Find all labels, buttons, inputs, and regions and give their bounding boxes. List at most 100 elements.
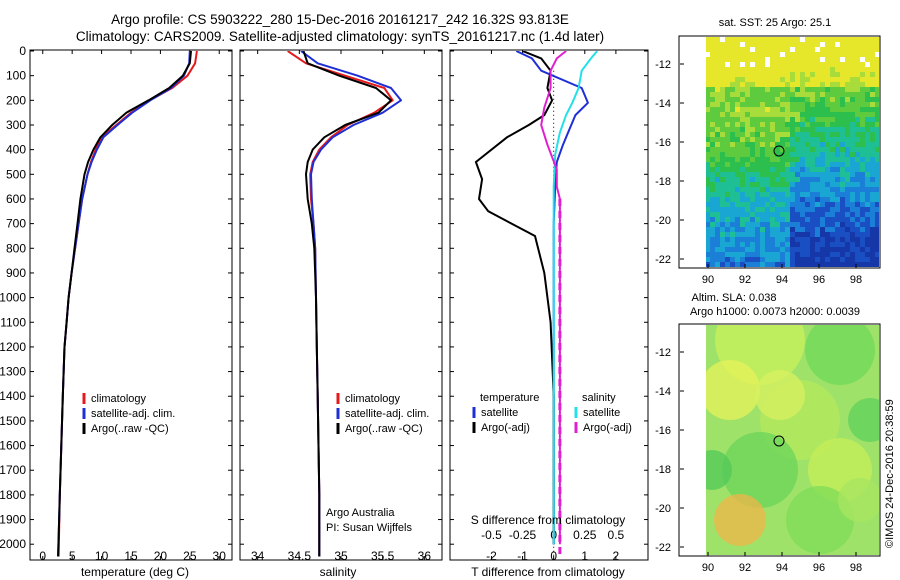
sst-pixel: [875, 167, 879, 172]
sst-pixel: [785, 242, 790, 247]
sst-pixel: [730, 252, 735, 257]
sst-pixel: [795, 107, 800, 112]
sst-pixel: [860, 152, 865, 157]
sst-pixel: [840, 57, 845, 62]
sst-pixel: [730, 242, 735, 247]
sst-pixel: [735, 112, 740, 117]
sst-pixel: [825, 72, 830, 77]
sst-pixel: [750, 157, 755, 162]
sst-pixel: [840, 102, 845, 107]
sst-pixel: [705, 112, 710, 117]
sst-pixel: [835, 117, 840, 122]
difference-legend-label: satellite: [481, 407, 518, 419]
sst-pixel: [870, 77, 875, 82]
sst-pixel: [810, 67, 815, 72]
sst-pixel: [795, 117, 800, 122]
sst-pixel: [740, 67, 745, 72]
sst-pixel: [765, 97, 770, 102]
sst-pixel: [850, 62, 855, 67]
sst-pixel: [730, 57, 735, 62]
sst-pixel: [810, 162, 815, 167]
sst-pixel: [835, 217, 840, 222]
sst-pixel: [850, 117, 855, 122]
sst-pixel: [845, 47, 850, 52]
sst-pixel: [740, 72, 745, 77]
sst-pixel: [720, 157, 725, 162]
sst-pixel: [815, 122, 820, 127]
sst-pixel: [720, 57, 725, 62]
sst-pixel: [865, 62, 870, 67]
sst-pixel: [805, 87, 810, 92]
sst-pixel: [865, 152, 870, 157]
sst-pixel: [870, 207, 875, 212]
sst-pixel: [790, 247, 795, 252]
sst-pixel: [705, 37, 710, 42]
sst-pixel: [740, 102, 745, 107]
sst-pixel: [805, 82, 810, 87]
sst-pixel: [745, 97, 750, 102]
sst-pixel: [745, 77, 750, 82]
sst-pixel: [800, 157, 805, 162]
sst-pixel: [765, 47, 770, 52]
sst-pixel: [795, 152, 800, 157]
sst-pixel: [755, 137, 760, 142]
sst-pixel: [835, 182, 840, 187]
sst-pixel: [820, 127, 825, 132]
sst-pixel: [780, 62, 785, 67]
sst-pixel: [765, 247, 770, 252]
sst-pixel: [850, 107, 855, 112]
sst-pixel: [765, 182, 770, 187]
sla-anomaly-blob: [722, 432, 798, 508]
sst-pixel: [815, 77, 820, 82]
sst-pixel: [795, 182, 800, 187]
sst-pixel: [860, 57, 865, 62]
sst-pixel: [740, 222, 745, 227]
sst-pixel: [730, 167, 735, 172]
sst-pixel: [775, 137, 780, 142]
sst-pixel: [785, 67, 790, 72]
sst-pixel: [705, 82, 710, 87]
sst-pixel: [800, 177, 805, 182]
difference-t-tick-label: -2: [486, 549, 497, 563]
sst-pixel: [740, 107, 745, 112]
sst-pixel: [785, 137, 790, 142]
sst-pixel: [860, 127, 865, 132]
sst-pixel: [830, 142, 835, 147]
sst-pixel: [800, 127, 805, 132]
sst-pixel: [730, 237, 735, 242]
sst-pixel: [835, 47, 840, 52]
sst-pixel: [755, 212, 760, 217]
sst-pixel: [750, 97, 755, 102]
sst-pixel: [715, 192, 720, 197]
sst-pixel: [850, 52, 855, 57]
sst-pixel: [835, 142, 840, 147]
sst-pixel: [875, 47, 879, 52]
sst-pixel: [720, 242, 725, 247]
sst-pixel: [780, 177, 785, 182]
sst-pixel: [715, 152, 720, 157]
sst-pixel: [755, 42, 760, 47]
sst-pixel: [875, 137, 879, 142]
sst-pixel: [795, 247, 800, 252]
sst-pixel: [740, 147, 745, 152]
sst-pixel: [730, 142, 735, 147]
sst-pixel: [825, 217, 830, 222]
sst-pixel: [870, 182, 875, 187]
sst-pixel: [825, 197, 830, 202]
difference-legend-label: Argo(-adj): [583, 422, 632, 434]
sst-pixel: [815, 262, 820, 267]
sst-pixel: [875, 242, 879, 247]
sst-pixel: [820, 227, 825, 232]
sst-pixel: [745, 217, 750, 222]
sst-pixel: [865, 207, 870, 212]
sst-pixel: [820, 182, 825, 187]
sst-pixel: [840, 217, 845, 222]
sst-pixel: [850, 142, 855, 147]
sst-pixel: [745, 257, 750, 262]
sst-pixel: [835, 192, 840, 197]
sst-pixel: [850, 57, 855, 62]
sst-pixel: [830, 92, 835, 97]
sst-pixel: [870, 72, 875, 77]
sst-pixel: [835, 52, 840, 57]
sst-pixel: [760, 162, 765, 167]
